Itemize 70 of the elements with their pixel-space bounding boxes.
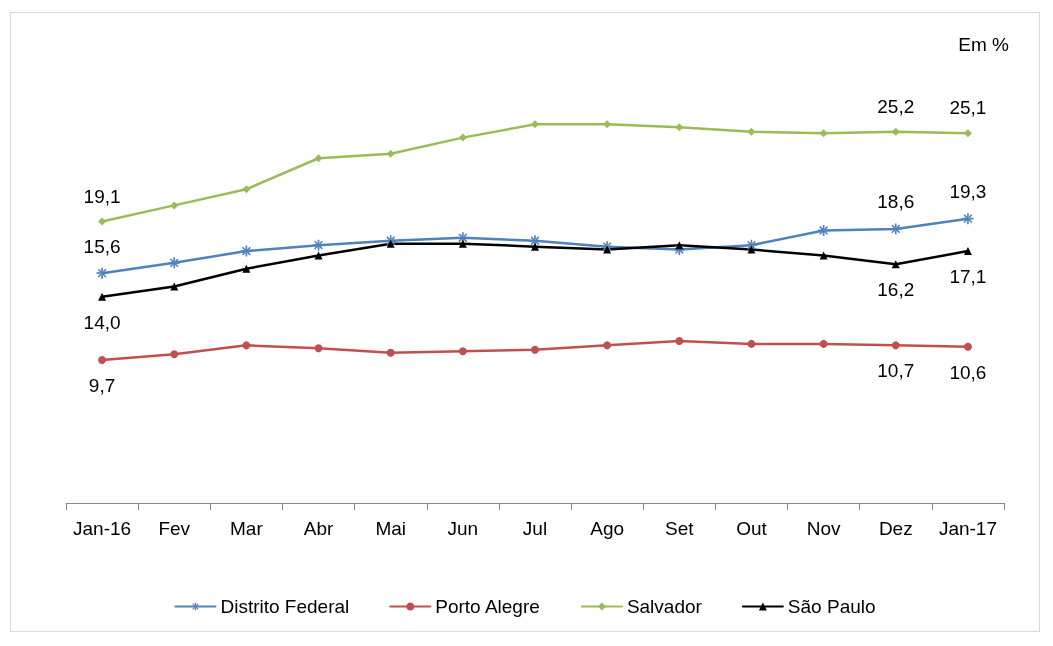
legend-label: Porto Alegre bbox=[435, 596, 540, 617]
data-label: 19,1 bbox=[83, 185, 121, 207]
data-label: 10,6 bbox=[949, 361, 987, 383]
data-label: 19,3 bbox=[949, 181, 987, 203]
point bbox=[98, 292, 107, 301]
point bbox=[747, 245, 756, 254]
x-tick-label: Abr bbox=[303, 518, 334, 539]
data-label: 14,0 bbox=[83, 311, 121, 333]
point bbox=[314, 344, 323, 353]
x-tick-label: Jun bbox=[447, 518, 479, 539]
x-tick-label: Jan-17 bbox=[938, 518, 997, 539]
data-label: 9,7 bbox=[88, 375, 116, 397]
point bbox=[242, 264, 251, 273]
point bbox=[314, 154, 323, 163]
x-tick-label: Mar bbox=[230, 518, 264, 539]
point bbox=[386, 239, 395, 248]
x-tick-label: Jan-16 bbox=[73, 518, 132, 539]
data-label: 15,6 bbox=[83, 235, 121, 257]
x-tick-label: Set bbox=[665, 518, 695, 539]
point bbox=[386, 348, 395, 357]
point bbox=[603, 120, 612, 129]
point bbox=[747, 127, 756, 136]
point bbox=[458, 239, 467, 248]
point bbox=[963, 342, 972, 351]
point bbox=[242, 341, 251, 350]
data-label: 18,6 bbox=[877, 191, 915, 213]
point bbox=[531, 345, 539, 354]
data-label: 16,2 bbox=[877, 279, 915, 301]
data-label: 25,1 bbox=[949, 97, 987, 119]
point bbox=[603, 341, 612, 350]
data-label: 17,1 bbox=[949, 266, 987, 288]
point bbox=[458, 347, 467, 356]
point bbox=[891, 341, 900, 350]
x-tick-label: Mai bbox=[375, 518, 406, 539]
x-tick-label: Out bbox=[736, 518, 768, 539]
point bbox=[819, 339, 828, 348]
point bbox=[531, 242, 539, 251]
point bbox=[962, 213, 974, 225]
point bbox=[96, 267, 108, 279]
data-label: 10,7 bbox=[877, 360, 915, 382]
point bbox=[170, 350, 179, 359]
data-label: 25,2 bbox=[877, 95, 915, 117]
x-tick-label: Dez bbox=[878, 518, 913, 539]
x-tick-label: Nov bbox=[806, 518, 842, 539]
point bbox=[240, 245, 252, 257]
point bbox=[891, 127, 900, 136]
point bbox=[963, 247, 972, 256]
point bbox=[675, 336, 684, 345]
point bbox=[98, 356, 107, 365]
point bbox=[458, 133, 467, 142]
point bbox=[747, 339, 756, 348]
point bbox=[529, 235, 541, 247]
point bbox=[170, 201, 179, 210]
point bbox=[603, 245, 612, 254]
point bbox=[675, 123, 684, 132]
point bbox=[98, 217, 107, 226]
legend-label: Salvador bbox=[626, 596, 703, 617]
text: Em % bbox=[958, 34, 1010, 55]
x-tick-label: Jul bbox=[522, 518, 548, 539]
point bbox=[242, 185, 251, 194]
legend-label: Distrito Federal bbox=[220, 596, 350, 617]
point bbox=[819, 129, 828, 138]
x-tick-label: Ago bbox=[590, 518, 625, 539]
point bbox=[386, 149, 395, 158]
point bbox=[168, 257, 180, 269]
point bbox=[890, 223, 902, 235]
point bbox=[531, 120, 539, 129]
x-tick-label: Fev bbox=[158, 518, 191, 539]
legend-label: São Paulo bbox=[787, 596, 876, 617]
point bbox=[818, 224, 830, 236]
